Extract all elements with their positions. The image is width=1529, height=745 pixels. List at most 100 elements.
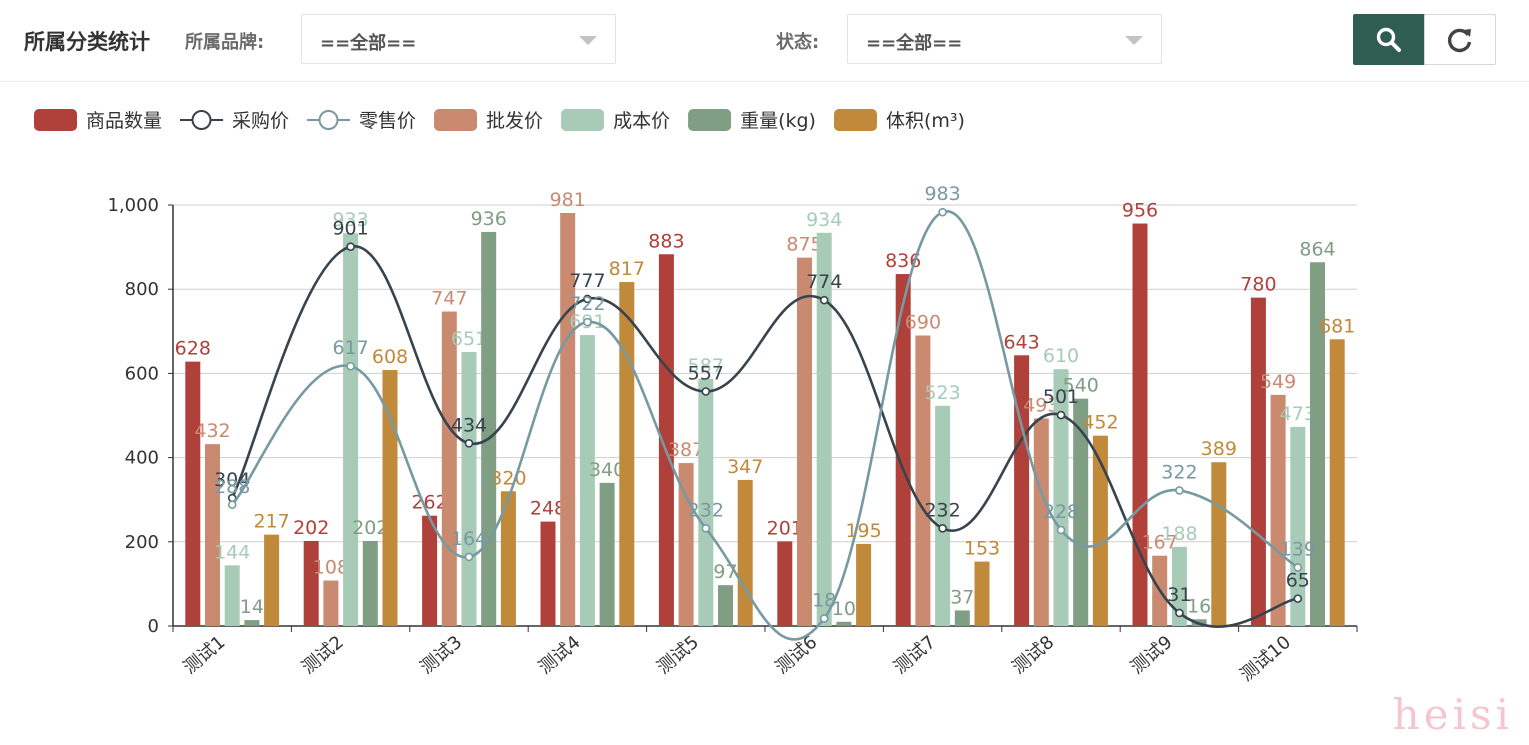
data-label: 774: [806, 271, 842, 293]
bar: [698, 378, 714, 626]
data-label: 747: [431, 288, 467, 310]
bar: [974, 561, 990, 626]
bar: [599, 482, 615, 626]
data-label: 14: [240, 596, 264, 618]
chevron-down-icon: [579, 36, 597, 45]
line-point: [1056, 525, 1066, 535]
data-label: 608: [372, 346, 408, 368]
line-point: [1293, 563, 1303, 572]
data-label: 434: [451, 414, 487, 436]
data-label: 139: [1280, 538, 1316, 560]
y-tick-label: 1,000: [107, 195, 159, 216]
data-label: 875: [786, 234, 822, 256]
bar: [303, 540, 319, 626]
data-label: 432: [194, 420, 230, 442]
data-label: 288: [214, 476, 250, 498]
bar: [343, 233, 359, 626]
line-point: [464, 438, 474, 448]
bar: [323, 580, 339, 626]
bar: [797, 257, 812, 626]
data-label: 347: [727, 456, 763, 478]
data-label: 340: [589, 459, 625, 481]
data-label: 628: [175, 338, 211, 360]
bar: [481, 231, 497, 626]
data-label: 202: [352, 517, 388, 539]
chevron-down-icon: [1125, 36, 1143, 45]
data-label: 883: [648, 230, 684, 252]
legend-swatch: [561, 109, 605, 131]
status-select-value: ==全部==: [866, 33, 963, 54]
line-point: [346, 361, 355, 371]
data-label: 610: [1043, 345, 1079, 367]
data-label: 167: [1142, 532, 1178, 554]
data-label: 37: [950, 586, 974, 608]
data-label: 304: [214, 469, 250, 491]
data-label: 523: [924, 382, 960, 404]
watermark: heisi: [1392, 690, 1513, 739]
bar: [836, 621, 852, 626]
bar: [1290, 426, 1306, 626]
status-select[interactable]: ==全部==: [847, 14, 1162, 64]
data-label: 232: [924, 499, 960, 521]
data-label: 452: [1082, 412, 1118, 434]
x-tick-label: 测试5: [653, 632, 703, 679]
line-point: [938, 207, 947, 217]
data-label: 322: [1161, 461, 1197, 483]
line-point: [938, 524, 947, 533]
line-point: [583, 294, 592, 304]
refresh-icon: [1447, 28, 1472, 52]
bar: [224, 565, 240, 626]
line-point: [464, 552, 474, 562]
bar: [1310, 262, 1325, 626]
data-label: 195: [845, 520, 881, 542]
bar: [1092, 435, 1108, 626]
data-label: 934: [806, 209, 842, 231]
data-label: 108: [313, 557, 349, 579]
data-label: 936: [471, 208, 507, 230]
data-label: 248: [530, 498, 566, 520]
data-label: 188: [1161, 523, 1197, 545]
bar: [777, 541, 793, 626]
bar: [1250, 297, 1266, 626]
line-point: [1056, 410, 1066, 420]
line-point: [701, 387, 711, 396]
data-label: 777: [569, 270, 605, 292]
data-label: 144: [214, 541, 250, 563]
legend-swatch: [833, 109, 877, 131]
y-tick-label: 400: [125, 448, 159, 469]
y-tick-label: 200: [125, 532, 159, 553]
search-button[interactable]: [1353, 14, 1425, 65]
legend-swatch: [688, 109, 732, 131]
bar: [1033, 418, 1049, 626]
data-label: 690: [905, 312, 941, 334]
data-label: 981: [550, 189, 586, 211]
search-icon: [1376, 27, 1401, 52]
data-label: 933: [332, 209, 368, 231]
bar: [954, 610, 970, 626]
data-label: 956: [1122, 200, 1158, 222]
refresh-button[interactable]: [1424, 14, 1496, 65]
brand-select[interactable]: ==全部==: [301, 14, 616, 64]
data-label: 164: [451, 528, 487, 550]
data-label: 651: [451, 328, 487, 350]
bar: [441, 311, 457, 626]
bar: [362, 540, 378, 626]
series-line: [231, 245, 1299, 628]
data-label: 722: [569, 293, 605, 315]
legend-label: 成本价: [613, 110, 670, 132]
bar: [382, 370, 398, 626]
legend-label: 重量(kg): [740, 110, 816, 132]
data-label: 10: [832, 598, 856, 620]
data-label: 389: [1201, 438, 1237, 460]
data-label: 643: [1003, 331, 1039, 353]
legend-swatch: [34, 109, 77, 131]
filter-bar: 所属分类统计 所属品牌: ==全部== 状态: ==全部==: [0, 0, 1529, 82]
legend-marker: [191, 110, 212, 130]
data-label: 387: [668, 439, 704, 461]
bar: [579, 335, 595, 626]
legend-label: 体积(m³): [886, 110, 965, 132]
y-tick-label: 0: [148, 616, 159, 637]
data-label: 780: [1240, 274, 1276, 296]
x-tick-label: 测试1: [180, 632, 230, 679]
